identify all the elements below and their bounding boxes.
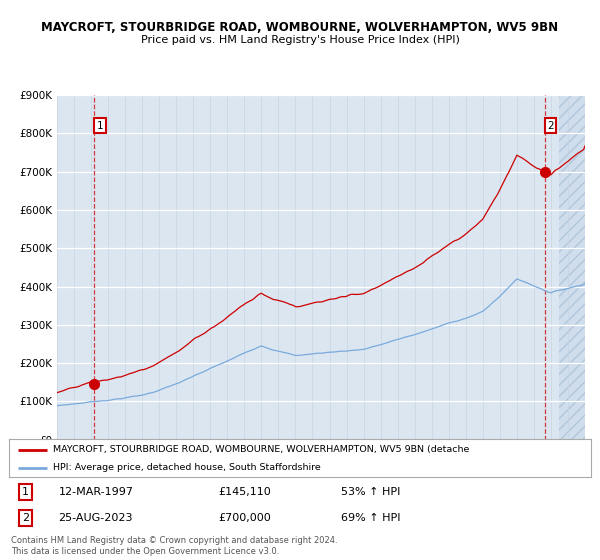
Text: £145,110: £145,110 xyxy=(218,487,271,497)
Text: Contains HM Land Registry data © Crown copyright and database right 2024.
This d: Contains HM Land Registry data © Crown c… xyxy=(11,536,337,556)
Text: 1: 1 xyxy=(22,487,29,497)
Text: Price paid vs. HM Land Registry's House Price Index (HPI): Price paid vs. HM Land Registry's House … xyxy=(140,35,460,45)
Text: 2: 2 xyxy=(22,513,29,523)
Text: 25-AUG-2023: 25-AUG-2023 xyxy=(58,513,133,523)
Text: 12-MAR-1997: 12-MAR-1997 xyxy=(58,487,133,497)
Text: 2: 2 xyxy=(547,121,554,131)
Text: 53% ↑ HPI: 53% ↑ HPI xyxy=(341,487,400,497)
Text: 1: 1 xyxy=(97,121,103,131)
Text: HPI: Average price, detached house, South Staffordshire: HPI: Average price, detached house, Sout… xyxy=(53,463,320,472)
Text: 69% ↑ HPI: 69% ↑ HPI xyxy=(341,513,400,523)
Text: £700,000: £700,000 xyxy=(218,513,271,523)
Text: MAYCROFT, STOURBRIDGE ROAD, WOMBOURNE, WOLVERHAMPTON, WV5 9BN: MAYCROFT, STOURBRIDGE ROAD, WOMBOURNE, W… xyxy=(41,21,559,34)
Bar xyxy=(559,95,585,440)
Text: MAYCROFT, STOURBRIDGE ROAD, WOMBOURNE, WOLVERHAMPTON, WV5 9BN (detache: MAYCROFT, STOURBRIDGE ROAD, WOMBOURNE, W… xyxy=(53,445,469,454)
